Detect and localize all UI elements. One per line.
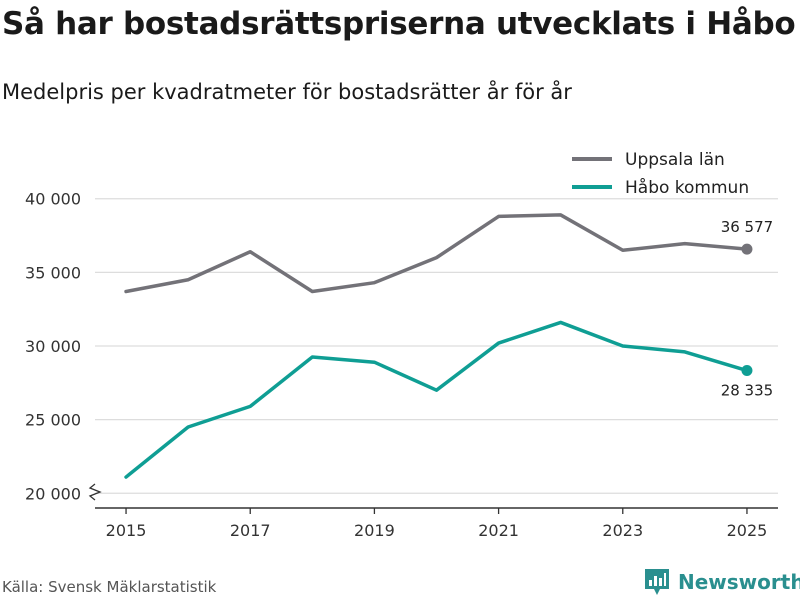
end-label-uppsala: 36 577 (721, 218, 774, 236)
newsworthy-logo-icon (645, 569, 669, 595)
brand-name: Newsworthy (678, 570, 800, 594)
source-note: Källa: Svensk Mäklarstatistik (2, 578, 217, 596)
y-tick-label: 35 000 (25, 263, 81, 282)
x-tick-label: 2025 (727, 521, 768, 540)
x-tick-label: 2015 (106, 521, 147, 540)
legend-label-uppsala: Uppsala län (625, 150, 725, 170)
y-tick-label: 25 000 (25, 411, 81, 430)
y-tick-label: 40 000 (25, 190, 81, 209)
brand-logo: Newsworthy (644, 568, 800, 596)
end-point-uppsala (741, 243, 753, 255)
x-tick-label: 2021 (478, 521, 519, 540)
end-label-habo: 28 335 (721, 382, 774, 400)
y-tick-label: 20 000 (25, 484, 81, 503)
legend-label-habo: Håbo kommun (625, 177, 749, 198)
chart-title: Så har bostadsrättspriserna utvecklats i… (2, 6, 796, 42)
x-tick-label: 2017 (230, 521, 271, 540)
end-point-habo (741, 365, 753, 377)
series-line-uppsala (124, 213, 749, 294)
axis-break-icon (88, 483, 102, 501)
y-tick-label: 30 000 (25, 337, 81, 356)
x-tick-label: 2019 (354, 521, 395, 540)
chart-subtitle: Medelpris per kvadratmeter för bostadsrä… (2, 80, 572, 104)
series-line-habo (124, 320, 749, 479)
x-tick-label: 2023 (602, 521, 643, 540)
